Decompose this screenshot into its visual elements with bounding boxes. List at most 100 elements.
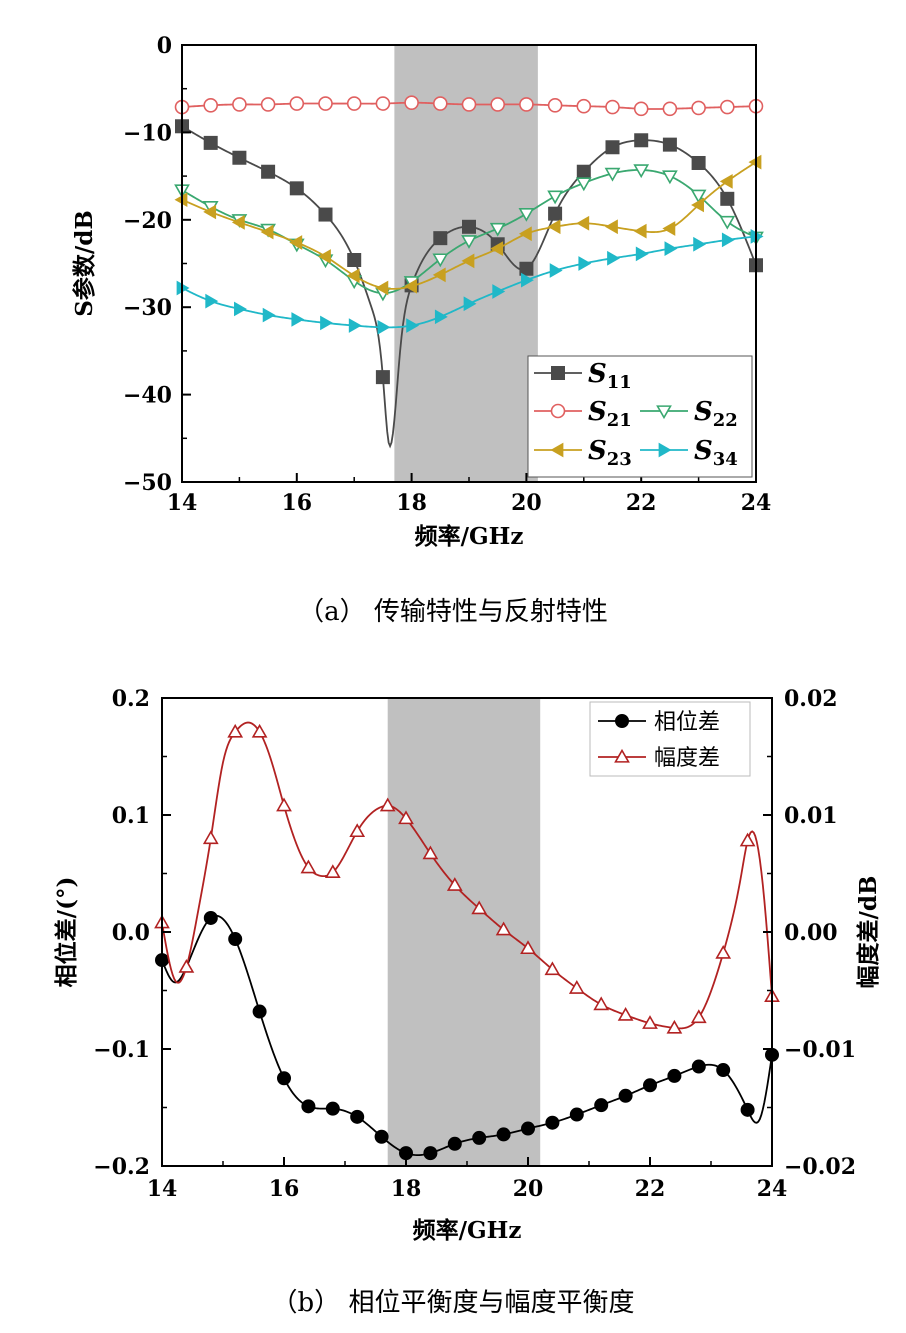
chart-b-series-0-point-5 bbox=[301, 1099, 316, 1114]
chart-a-legend-label-sub-4: 34 bbox=[713, 449, 738, 470]
chart-a-series-layer bbox=[174, 95, 764, 449]
chart-a-legend-item-1: S21 bbox=[534, 397, 632, 431]
chart-a-legend-marker-3 bbox=[550, 442, 564, 458]
chart-a-series-4-point-12 bbox=[521, 272, 534, 288]
chart-b-series-0-point-11 bbox=[447, 1136, 462, 1151]
chart-a-series-3-point-3 bbox=[260, 224, 274, 240]
chart-b-legend-label-1: 幅度差 bbox=[654, 746, 720, 771]
chart-a-series-3 bbox=[174, 154, 762, 296]
chart-a-series-0-point-17 bbox=[662, 137, 677, 152]
chart-a-series-4-point-16 bbox=[635, 246, 649, 262]
chart-b-series-1-point-4 bbox=[251, 723, 268, 738]
chart-a-series-0-point-18 bbox=[691, 155, 706, 170]
chart-a-series-4-point-9 bbox=[434, 309, 448, 325]
chart-a-series-4-point-5 bbox=[320, 315, 334, 331]
chart-a-series-1-point-3 bbox=[260, 97, 276, 112]
chart-a-series-0-point-6 bbox=[347, 253, 362, 268]
chart-a-x-tick-label-5: 24 bbox=[741, 490, 772, 516]
chart-b-ticks: 14 16 18 20 22 24 0.2 0.1 0.0 −0.1 −0.2 0.02 0.01 0.0… bbox=[93, 686, 856, 1202]
chart-a-series-1-point-17 bbox=[662, 101, 678, 117]
chart-b-series-0-point-7 bbox=[350, 1109, 365, 1124]
chart-b-left-tick-label-0: 0.2 bbox=[112, 686, 150, 712]
chart-b-legend-item-1: 幅度差 bbox=[598, 746, 720, 771]
chart-a-legend-label-0: S11 bbox=[588, 359, 632, 393]
chart-a-series-3-point-9 bbox=[432, 267, 446, 283]
chart-a-series-4-point-17 bbox=[664, 241, 678, 257]
chart-a-legend-label-main-1: S bbox=[588, 397, 607, 427]
chart-a-series-0-point-16 bbox=[634, 133, 649, 148]
chart-a-series-4-point-4 bbox=[291, 312, 305, 327]
chart-a-series-2-point-14 bbox=[575, 177, 592, 192]
chart-a-series-3-point-2 bbox=[231, 215, 245, 230]
chart-b-series-1-point-19 bbox=[617, 1006, 634, 1021]
chart-a-x-tick-label-4: 22 bbox=[626, 490, 657, 516]
chart-b-series-1-point-12 bbox=[446, 877, 463, 891]
chart-b-legend-item-0: 相位差 bbox=[598, 710, 720, 735]
chart-a-series-1-point-4 bbox=[289, 96, 305, 111]
chart-a-series-3-point-15 bbox=[604, 219, 618, 235]
chart-b-x-tick-label-3: 20 bbox=[513, 1176, 544, 1202]
chart-a-series-1-point-16 bbox=[633, 101, 649, 117]
chart-a-legend-label-3: S23 bbox=[588, 436, 632, 470]
chart-a-legend-label-main-0: S bbox=[588, 359, 607, 389]
chart-b-series-0-point-1 bbox=[203, 910, 218, 925]
chart-a-series-4-point-2 bbox=[234, 301, 247, 317]
chart-a-series-1-point-6 bbox=[346, 96, 362, 111]
chart-b-series-1-point-3 bbox=[227, 723, 244, 738]
chart-b-series-0-point-8 bbox=[374, 1129, 389, 1144]
chart-a: 14 16 18 20 22 24 0 −10 −20 −30 −40 −50 S参数/dB 频率/G… bbox=[71, 33, 771, 627]
chart-a-series-3-point-1 bbox=[203, 204, 217, 220]
chart-b-series-1-point-21 bbox=[666, 1019, 683, 1034]
chart-a-series-3-point-17 bbox=[662, 221, 676, 236]
chart-a-caption: （a） 传输特性与反射特性 bbox=[298, 597, 608, 627]
chart-a-legend-item-3: S23 bbox=[534, 436, 632, 470]
chart-a-series-2-point-18 bbox=[690, 189, 707, 204]
chart-b-x-tick-label-4: 22 bbox=[635, 1176, 666, 1202]
chart-b-series-0-point-16 bbox=[569, 1107, 584, 1122]
chart-b-caption: （b） 相位平衡度与幅度平衡度 bbox=[272, 1288, 635, 1318]
chart-a-series-3-point-13 bbox=[547, 219, 561, 235]
chart-b-series-1-point-23 bbox=[715, 944, 732, 959]
chart-b-series-1-point-24 bbox=[739, 832, 756, 847]
chart-a-series-4-point-7 bbox=[377, 319, 391, 335]
chart-a-series-0 bbox=[175, 119, 763, 449]
chart-a-series-1-point-5 bbox=[318, 96, 333, 111]
chart-a-legend-label-2: S22 bbox=[694, 397, 738, 431]
chart-a-series-4-point-18 bbox=[693, 236, 707, 252]
chart-a-series-2-point-12 bbox=[518, 208, 535, 222]
chart-b-left-y-axis-label: 相位差/(°) bbox=[53, 877, 80, 988]
chart-b-series-1-point-6 bbox=[300, 859, 317, 874]
chart-b-series-layer bbox=[154, 721, 780, 1161]
chart-a-series-0-point-13 bbox=[548, 206, 563, 221]
chart-b-series-1-point-13 bbox=[471, 900, 488, 915]
chart-b-series-1-point-2 bbox=[202, 830, 219, 845]
chart-b-right-tick-label-1: 0.01 bbox=[784, 803, 838, 829]
chart-b-x-tick-label-1: 16 bbox=[269, 1176, 300, 1202]
chart-a-series-0-point-19 bbox=[720, 191, 735, 206]
chart-a-series-2-point-19 bbox=[719, 215, 736, 230]
chart-a-series-1-point-15 bbox=[605, 99, 620, 115]
chart-b-left-tick-label-4: −0.2 bbox=[93, 1154, 150, 1180]
chart-b-series-1-point-8 bbox=[349, 823, 366, 838]
chart-a-series-1-point-12 bbox=[519, 97, 534, 112]
chart-b-series-1-point-5 bbox=[276, 797, 292, 812]
chart-b-series-1-point-17 bbox=[568, 980, 585, 994]
chart-a-legend-item-4: S34 bbox=[640, 436, 738, 470]
chart-a-series-0-point-10 bbox=[462, 219, 476, 234]
chart-b-series-1-point-18 bbox=[593, 996, 610, 1011]
chart-b-series-0-point-17 bbox=[594, 1098, 609, 1113]
chart-a-series-3-point-18 bbox=[691, 197, 704, 213]
chart-a-legend-box bbox=[527, 355, 753, 478]
chart-b-series-1-point-1 bbox=[178, 958, 195, 973]
chart-b-series-0 bbox=[155, 910, 779, 1161]
chart-b-series-0-point-23 bbox=[740, 1102, 755, 1117]
chart-a-y-tick-label-5: −50 bbox=[123, 470, 172, 496]
chart-a-legend-label-main-3: S bbox=[588, 436, 607, 466]
chart-a-series-3-point-4 bbox=[289, 235, 303, 250]
chart-b-series-1-point-14 bbox=[495, 921, 512, 936]
chart-a-series-2-point-11 bbox=[489, 222, 506, 237]
chart-a-series-0-point-3 bbox=[261, 164, 276, 179]
chart-a-series-1-point-9 bbox=[432, 96, 448, 111]
